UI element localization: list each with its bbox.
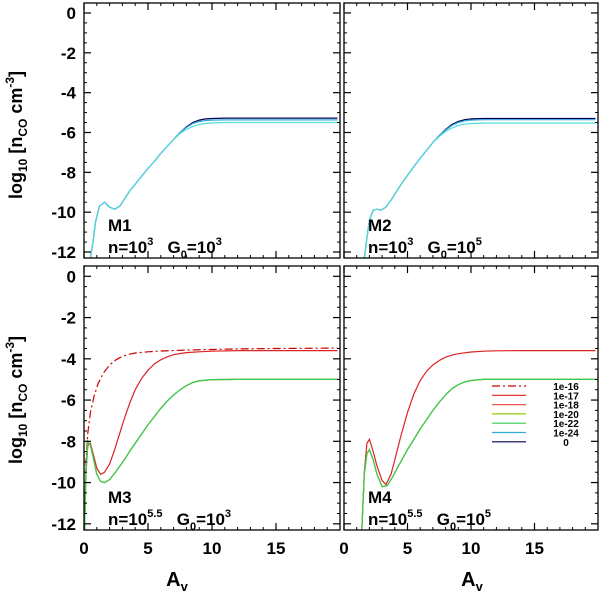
ytick-label-m3--12: -12 — [51, 515, 76, 534]
series-m3-1e-22 — [84, 378, 338, 530]
panel-m1: 0 -2 -4 -6 -8 -10 -12 M1n=103 G0=103 — [51, 2, 341, 262]
panel-m4: 0 5 10 15 M4n=105.5 G0=105 — [339, 265, 599, 558]
ytick-label-m3--6: -6 — [61, 391, 76, 410]
series-m3-1e-17 — [84, 350, 338, 530]
xtick-label-m3-15: 15 — [267, 539, 286, 558]
legend-label-1e-24: 1e-24 — [553, 429, 579, 440]
xtick-label-m4-5: 5 — [403, 539, 412, 558]
ytick-label-m3-0: 0 — [67, 267, 76, 286]
model-label-m4: M4 — [368, 488, 392, 507]
ytick-label-m3--2: -2 — [61, 309, 76, 328]
series-m1-1e-22 — [89, 121, 338, 258]
model-params-m1: n=103 G0=103 — [108, 236, 222, 261]
ytick-label-m1--12: -12 — [51, 243, 76, 262]
xtick-label-m3-10: 10 — [203, 539, 222, 558]
series-m3-1e-18 — [84, 378, 338, 530]
xtick-label-m4-0: 0 — [339, 539, 348, 558]
legend-label-0: 0 — [563, 438, 569, 449]
xtick-label-m3-0: 0 — [79, 539, 88, 558]
xtick-label-m3-5: 5 — [143, 539, 152, 558]
legend-label-1e-18: 1e-18 — [553, 401, 579, 412]
legend-label-1e-16: 1e-16 — [553, 382, 579, 393]
model-params-m2: n=103 G0=105 — [368, 236, 482, 261]
xtick-label-m4-15: 15 — [525, 539, 544, 558]
x-axis-label-right: Av — [461, 569, 483, 594]
ytick-label-m3--8: -8 — [61, 432, 76, 451]
legend-label-1e-20: 1e-20 — [553, 410, 579, 421]
ytick-label-m3--10: -10 — [51, 474, 76, 493]
model-label-m3: M3 — [108, 488, 132, 507]
x-axis-label-left: Av — [166, 569, 188, 594]
ytick-label-m1--10: -10 — [51, 203, 76, 222]
ytick-label-m1-0: 0 — [67, 4, 76, 23]
panel-m2: M2n=103 G0=105 — [343, 2, 599, 261]
legend-label-1e-17: 1e-17 — [553, 391, 579, 402]
series-m3-1e-20 — [84, 378, 338, 530]
model-params-m4: n=105.5 G0=105 — [368, 508, 491, 533]
ytick-label-m3--4: -4 — [61, 350, 77, 369]
ytick-label-m1--2: -2 — [61, 44, 76, 63]
xtick-label-m4-10: 10 — [462, 539, 481, 558]
series-m1-0 — [89, 117, 338, 258]
model-label-m2: M2 — [368, 216, 392, 235]
model-params-m3: n=105.5 G0=103 — [108, 508, 231, 533]
ytick-label-m1--4: -4 — [61, 84, 77, 103]
series-m3-1e-16 — [84, 347, 338, 530]
model-label-m1: M1 — [108, 216, 132, 235]
series-m2-1e-22 — [363, 122, 596, 258]
y-axis-label-top: log10 [nCO cm-3] — [3, 71, 30, 199]
y-axis-label-bottom: log10 [nCO cm-3] — [3, 336, 30, 464]
series-m4-1e-22 — [361, 378, 596, 530]
ytick-label-m1--8: -8 — [61, 163, 76, 182]
ytick-label-m1--6: -6 — [61, 123, 76, 142]
legend-label-1e-22: 1e-22 — [553, 419, 579, 430]
series-m4-1e-17 — [361, 350, 596, 530]
